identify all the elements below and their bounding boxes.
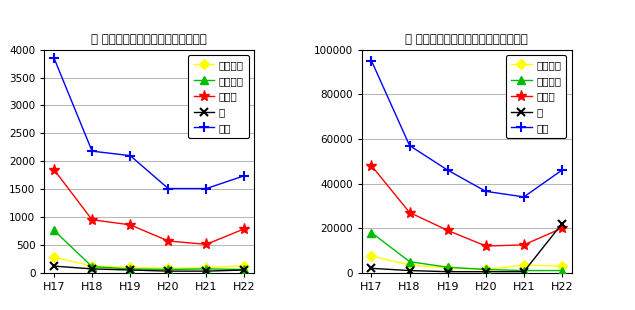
Legend: 歯周疾患, 骨粗鬆症, 病態別, 薬, 一般: 歯周疾患, 骨粗鬆症, 病態別, 薬, 一般: [506, 55, 566, 138]
Title: 人 集団健康教育参加延人数（熊本県）: 人 集団健康教育参加延人数（熊本県）: [405, 33, 528, 46]
Title: 回 集団健康教育開催回数（熊本県）: 回 集団健康教育開催回数（熊本県）: [91, 33, 207, 46]
Legend: 歯周疾患, 骨粗鬆症, 病態別, 薬, 一般: 歯周疾患, 骨粗鬆症, 病態別, 薬, 一般: [189, 55, 249, 138]
